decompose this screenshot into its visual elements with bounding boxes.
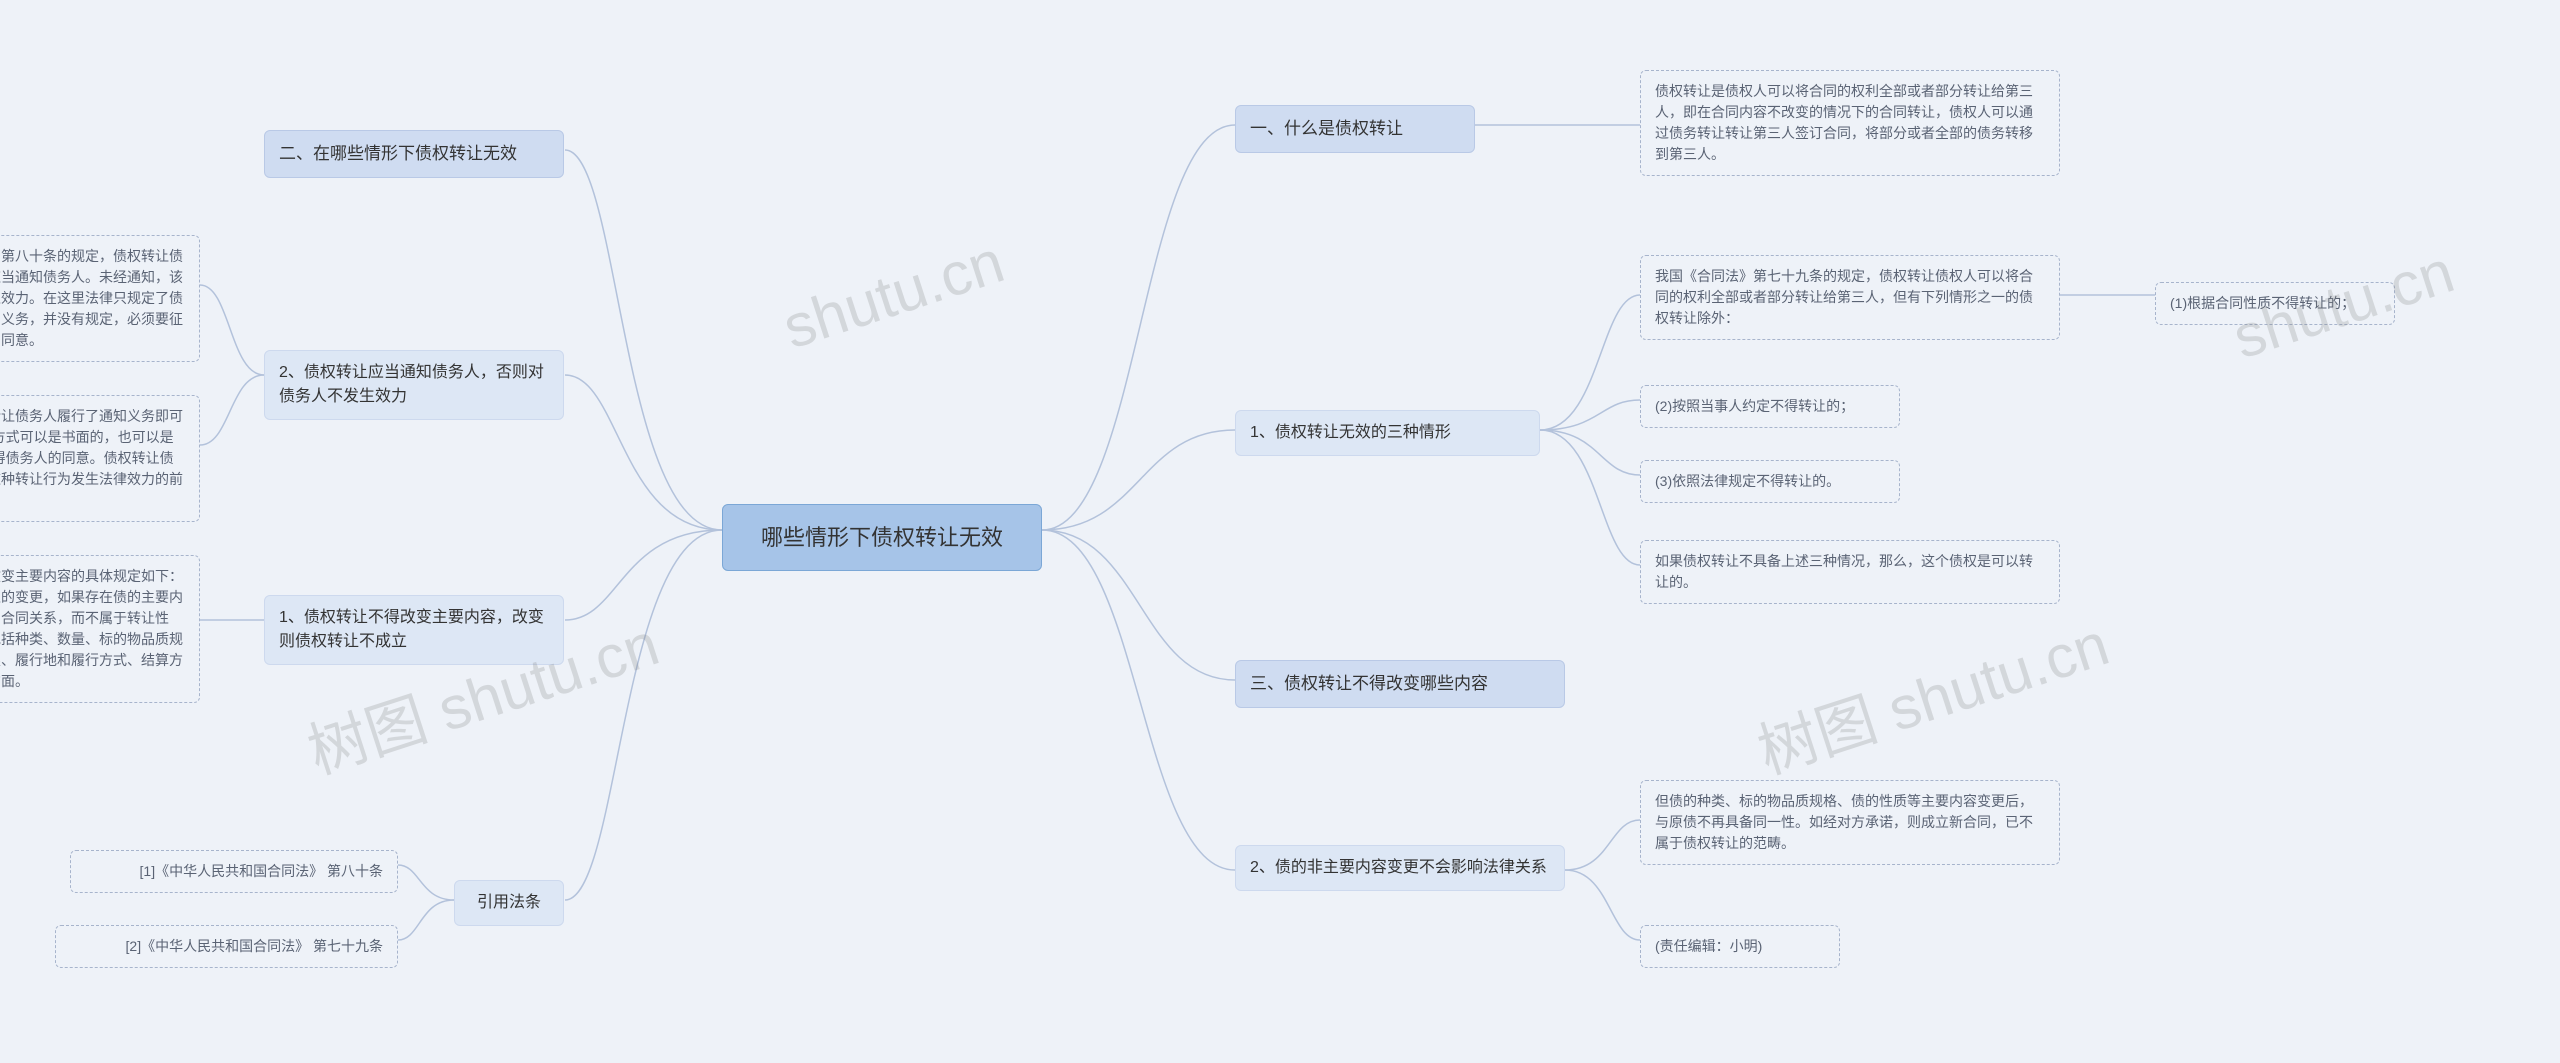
watermark: shutu.cn: [775, 227, 1012, 363]
leaf-r2-1: (责任编辑：小明): [1640, 925, 1840, 968]
root-node[interactable]: 哪些情形下债权转让无效: [722, 504, 1042, 571]
leaf-b1-desc: 债权转让是债权人可以将合同的权利全部或者部分转让给第三人，即在合同内容不改变的情…: [1640, 70, 2060, 176]
leaf-r2-0: 但债的种类、标的物品质规格、债的性质等主要内容变更后，与原债不再具备同一性。如经…: [1640, 780, 2060, 865]
leaf-r1-1: (2)按照当事人约定不得转让的；: [1640, 385, 1900, 428]
sub-ref[interactable]: 引用法条: [454, 880, 564, 926]
leaf-r1-3: 如果债权转让不具备上述三种情况，那么，这个债权是可以转让的。: [1640, 540, 2060, 604]
branch-1-what-is[interactable]: 一、什么是债权转让: [1235, 105, 1475, 153]
watermark: 树图 shutu.cn: [1745, 596, 2118, 791]
leaf-l1-0: 对于债权转让不得改变主要内容的具体规定如下：债权转让只是主体上的变更，如果存在债…: [0, 555, 200, 703]
leaf-l2-0: 根据我国《合同法》第八十条的规定，债权转让债权人转让权利的，应当通知债务人。未经…: [0, 235, 200, 362]
branch-2-invalid-when[interactable]: 二、在哪些情形下债权转让无效: [264, 130, 564, 178]
leaf-l2-1: 因此，只要对债权转让债务人履行了通知义务即可(通知的义务履行的方式可以是书面的，…: [0, 395, 200, 522]
leaf-ref-0: [1]《中华人民共和国合同法》 第八十条: [70, 850, 398, 893]
sub-r2-non-main[interactable]: 2、债的非主要内容变更不会影响法律关系: [1235, 845, 1565, 891]
leaf-r1-0: 我国《合同法》第七十九条的规定，债权转让债权人可以将合同的权利全部或者部分转让给…: [1640, 255, 2060, 340]
branch-3-no-change[interactable]: 三、债权转让不得改变哪些内容: [1235, 660, 1565, 708]
sub-r1-three-cases[interactable]: 1、债权转让无效的三种情形: [1235, 410, 1540, 456]
leaf-r1-0-sidenote: (1)根据合同性质不得转让的；: [2155, 282, 2395, 325]
sub-l1-no-change-main[interactable]: 1、债权转让不得改变主要内容，改变则债权转让不成立: [264, 595, 564, 665]
leaf-ref-1: [2]《中华人民共和国合同法》 第七十九条: [55, 925, 398, 968]
leaf-r1-2: (3)依照法律规定不得转让的。: [1640, 460, 1900, 503]
sub-l2-notify[interactable]: 2、债权转让应当通知债务人，否则对债务人不发生效力: [264, 350, 564, 420]
